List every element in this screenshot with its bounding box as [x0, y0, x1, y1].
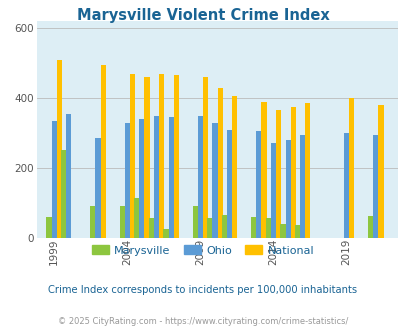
Bar [57, 60, 62, 238]
Bar [226, 129, 232, 238]
Bar [251, 217, 256, 238]
Bar [256, 131, 261, 238]
Legend: Marysville, Ohio, National: Marysville, Ohio, National [87, 241, 318, 260]
Bar [367, 216, 373, 238]
Bar [232, 96, 237, 238]
Bar [119, 206, 124, 238]
Bar [280, 224, 285, 238]
Bar [95, 138, 100, 238]
Bar [139, 119, 144, 238]
Bar [348, 98, 354, 238]
Bar [90, 206, 95, 238]
Bar [265, 218, 270, 238]
Bar [285, 140, 290, 238]
Text: © 2025 CityRating.com - https://www.cityrating.com/crime-statistics/: © 2025 CityRating.com - https://www.city… [58, 317, 347, 326]
Bar [373, 135, 377, 238]
Bar [163, 229, 168, 238]
Bar [153, 115, 159, 238]
Bar [100, 65, 105, 238]
Bar [61, 150, 66, 238]
Bar [290, 107, 295, 238]
Bar [130, 74, 134, 238]
Bar [294, 225, 299, 238]
Bar [275, 110, 281, 238]
Bar [66, 114, 71, 238]
Bar [202, 77, 207, 238]
Bar [261, 102, 266, 238]
Bar [212, 122, 217, 238]
Bar [217, 88, 222, 238]
Bar [149, 218, 153, 238]
Bar [192, 206, 197, 238]
Bar [159, 74, 164, 238]
Text: Marysville Violent Crime Index: Marysville Violent Crime Index [77, 8, 328, 23]
Bar [377, 105, 383, 238]
Bar [207, 218, 212, 238]
Bar [299, 135, 305, 238]
Bar [124, 122, 130, 238]
Bar [197, 115, 202, 238]
Bar [343, 133, 348, 238]
Bar [51, 121, 57, 238]
Bar [270, 144, 275, 238]
Text: Crime Index corresponds to incidents per 100,000 inhabitants: Crime Index corresponds to incidents per… [48, 285, 357, 295]
Bar [144, 77, 149, 238]
Bar [134, 198, 139, 238]
Bar [46, 217, 51, 238]
Bar [305, 103, 310, 238]
Bar [173, 76, 178, 238]
Bar [168, 117, 173, 238]
Bar [222, 215, 226, 238]
